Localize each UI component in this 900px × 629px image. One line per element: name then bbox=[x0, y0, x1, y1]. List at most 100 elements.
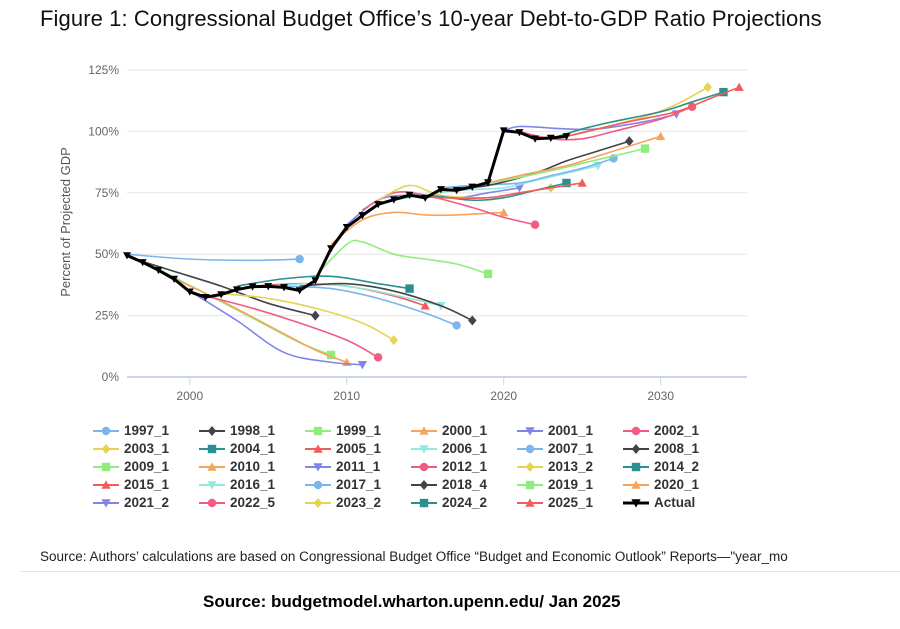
legend-label: 2005_1 bbox=[336, 441, 382, 456]
y-tick-label: 50% bbox=[95, 247, 119, 261]
series-end-marker bbox=[562, 178, 571, 188]
legend-swatch-icon bbox=[623, 462, 649, 471]
legend-marker-icon bbox=[101, 479, 111, 489]
series-line bbox=[189, 290, 363, 366]
series-2019-1 bbox=[472, 144, 650, 187]
data-point bbox=[421, 194, 430, 202]
series-2010-1 bbox=[330, 207, 509, 246]
legend-item-2020-1[interactable]: 2020_1 bbox=[622, 476, 728, 493]
legend-item-2011-1[interactable]: 2011_1 bbox=[304, 458, 410, 475]
legend-item-1998-1[interactable]: 1998_1 bbox=[198, 422, 304, 439]
legend-marker-icon bbox=[631, 479, 641, 489]
legend-item-2006-1[interactable]: 2006_1 bbox=[410, 440, 516, 457]
legend-label: 2018_4 bbox=[442, 477, 488, 492]
legend-item-2012-1[interactable]: 2012_1 bbox=[410, 458, 516, 475]
series-line bbox=[142, 260, 316, 317]
legend-item-2022-5[interactable]: 2022_5 bbox=[198, 494, 304, 511]
legend-swatch-icon bbox=[517, 480, 543, 489]
data-point bbox=[295, 287, 304, 295]
legend-item-2017-1[interactable]: 2017_1 bbox=[304, 476, 410, 493]
series-line bbox=[173, 278, 348, 364]
legend-marker-icon bbox=[207, 444, 217, 453]
series-lines bbox=[123, 82, 744, 370]
series-end-marker bbox=[452, 321, 461, 330]
data-point bbox=[327, 245, 336, 253]
legend-label: 2011_1 bbox=[336, 459, 381, 474]
data-point bbox=[201, 293, 210, 302]
series-end-marker bbox=[640, 144, 650, 153]
legend-item-1997-1[interactable]: 1997_1 bbox=[92, 422, 198, 439]
series-line bbox=[283, 285, 457, 327]
legend-item-2001-1[interactable]: 2001_1 bbox=[516, 422, 622, 439]
legend-swatch-icon bbox=[411, 462, 437, 471]
legend-item-2021-2[interactable]: 2021_2 bbox=[92, 494, 198, 511]
source-note: Source: Authors’ calculations are based … bbox=[40, 549, 788, 564]
legend-marker-icon bbox=[525, 480, 535, 489]
series-end-marker bbox=[483, 269, 493, 279]
series-end-marker bbox=[625, 136, 634, 147]
legend-swatch-icon bbox=[305, 426, 331, 435]
legend-marker-icon bbox=[631, 426, 641, 435]
series-end-marker bbox=[703, 82, 712, 93]
legend-label: 2019_1 bbox=[548, 477, 594, 492]
legend-label: 2010_1 bbox=[230, 459, 276, 474]
legend-item-2015-1[interactable]: 2015_1 bbox=[92, 476, 198, 493]
legend-item-2014-2[interactable]: 2014_2 bbox=[622, 458, 728, 475]
data-point bbox=[531, 135, 540, 143]
series-2007-1 bbox=[283, 285, 461, 330]
legend-marker-icon bbox=[419, 479, 429, 490]
legend-item-2005-1[interactable]: 2005_1 bbox=[304, 440, 410, 457]
divider bbox=[20, 571, 900, 572]
series-end-marker bbox=[326, 350, 336, 360]
legend-label: 2003_1 bbox=[124, 441, 170, 456]
legend-swatch-icon bbox=[517, 497, 543, 507]
legend-item-2007-1[interactable]: 2007_1 bbox=[516, 440, 622, 457]
legend-label: 2015_1 bbox=[124, 477, 170, 492]
legend-swatch-icon bbox=[305, 462, 331, 472]
series-2002-1 bbox=[205, 295, 383, 362]
legend-label: 2012_1 bbox=[442, 459, 488, 474]
legend-item-2008-1[interactable]: 2008_1 bbox=[622, 440, 728, 457]
data-point bbox=[562, 133, 571, 141]
series-end-marker bbox=[577, 178, 587, 187]
legend-item-2009-1[interactable]: 2009_1 bbox=[92, 458, 198, 475]
legend-marker-icon bbox=[101, 443, 111, 454]
data-point bbox=[154, 266, 163, 275]
legend-item-2025-1[interactable]: 2025_1 bbox=[516, 494, 622, 511]
legend-item-2002-1[interactable]: 2002_1 bbox=[622, 422, 728, 439]
legend-swatch-icon bbox=[305, 443, 331, 453]
y-axis-label: Percent of Projected GDP bbox=[58, 147, 73, 297]
series-line bbox=[126, 253, 300, 262]
legend-item-actual[interactable]: Actual bbox=[622, 494, 728, 511]
legend-swatch-icon bbox=[517, 426, 543, 436]
legend-item-2000-1[interactable]: 2000_1 bbox=[410, 422, 516, 439]
legend-item-2004-1[interactable]: 2004_1 bbox=[198, 440, 304, 457]
data-point bbox=[170, 275, 179, 283]
legend-item-2019-1[interactable]: 2019_1 bbox=[516, 476, 622, 493]
legend-label: 1997_1 bbox=[124, 423, 170, 438]
legend-swatch-icon bbox=[623, 426, 649, 435]
legend-item-2013-2[interactable]: 2013_2 bbox=[516, 458, 622, 475]
legend-item-2018-4[interactable]: 2018_4 bbox=[410, 476, 516, 493]
legend-item-2016-1[interactable]: 2016_1 bbox=[198, 476, 304, 493]
legend-label: 2017_1 bbox=[336, 477, 382, 492]
legend-label: 2002_1 bbox=[654, 423, 700, 438]
legend-item-2003-1[interactable]: 2003_1 bbox=[92, 440, 198, 457]
legend-marker-icon bbox=[419, 425, 429, 435]
legend-item-2024-2[interactable]: 2024_2 bbox=[410, 494, 516, 511]
series-end-marker bbox=[420, 301, 430, 310]
legend-swatch-icon bbox=[517, 444, 543, 453]
data-point bbox=[436, 186, 445, 194]
legend-item-2023-2[interactable]: 2023_2 bbox=[304, 494, 410, 511]
series-line bbox=[566, 86, 740, 138]
x-tick-label: 2000 bbox=[176, 389, 203, 403]
x-tick-label: 2030 bbox=[647, 389, 674, 403]
legend-swatch-icon bbox=[93, 498, 119, 508]
legend-label: 2023_2 bbox=[336, 495, 382, 510]
legend-marker-icon bbox=[207, 480, 217, 490]
legend-item-1999-1[interactable]: 1999_1 bbox=[304, 422, 410, 439]
legend-label: 2022_5 bbox=[230, 495, 276, 510]
legend-label: 1998_1 bbox=[230, 423, 276, 438]
legend-swatch-icon bbox=[199, 480, 225, 490]
legend-item-2010-1[interactable]: 2010_1 bbox=[198, 458, 304, 475]
